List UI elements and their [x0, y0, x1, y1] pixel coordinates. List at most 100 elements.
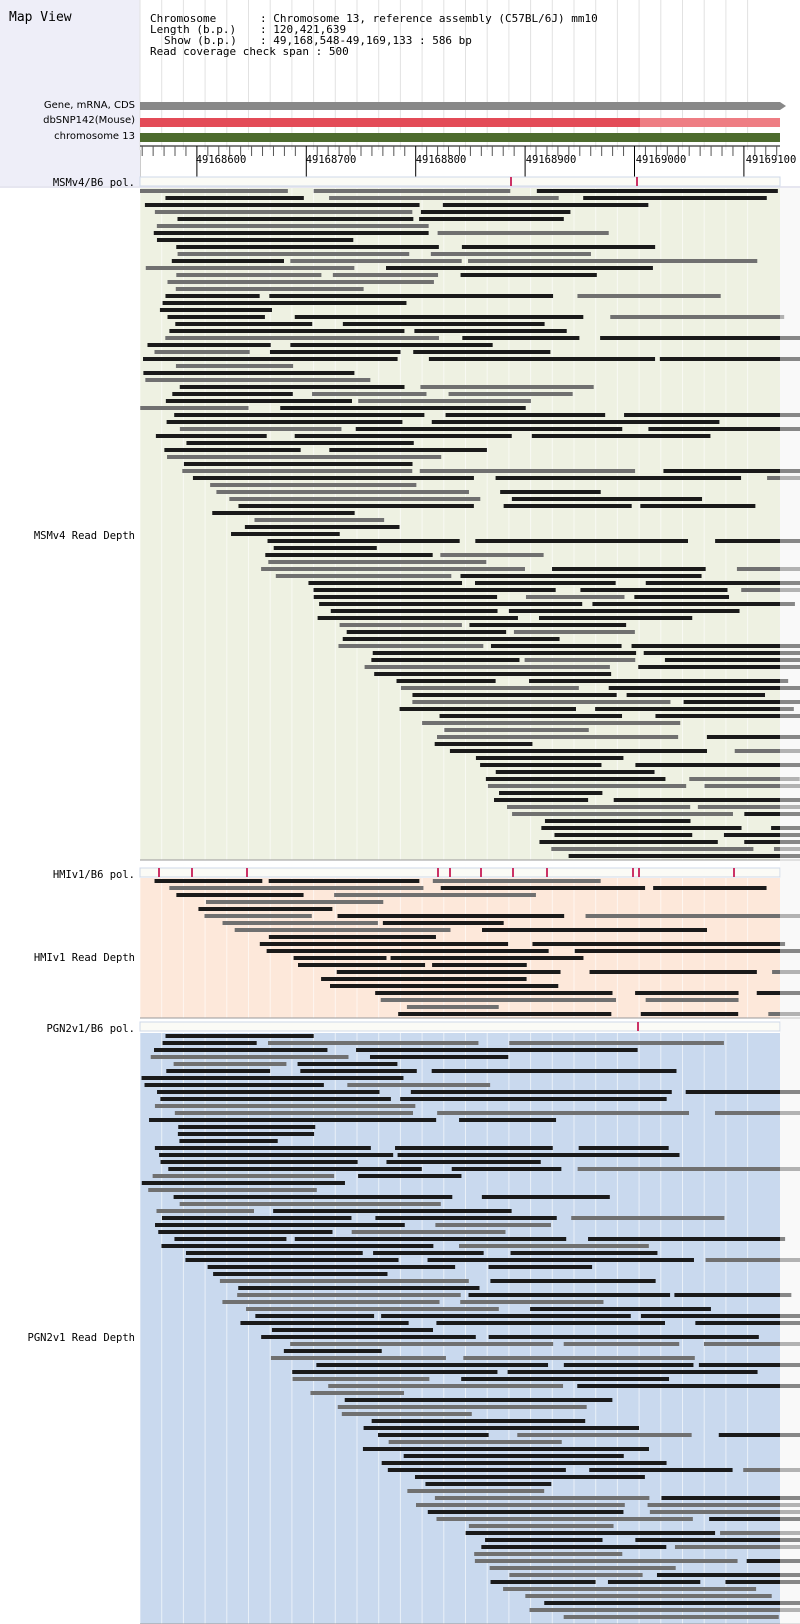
- sequence-read: [268, 560, 487, 564]
- sequence-read: [571, 1216, 725, 1220]
- sequence-read: [512, 812, 733, 816]
- sequence-read: [412, 700, 671, 704]
- pol-label-hmi[interactable]: HMIv1/B6 pol.: [52, 869, 135, 881]
- sequence-read: [503, 1587, 757, 1591]
- info-coverage-value: 500: [328, 45, 349, 58]
- sequence-read: [574, 949, 800, 953]
- sequence-read: [292, 1370, 498, 1374]
- sequence-read: [414, 329, 567, 333]
- sequence-read: [536, 189, 778, 193]
- sequence-read: [154, 210, 413, 214]
- sequence-read: [445, 413, 606, 417]
- sequence-read: [161, 1244, 434, 1248]
- pol-label-msm[interactable]: MSMv4/B6 pol.: [52, 177, 135, 189]
- sequence-read: [674, 1545, 800, 1549]
- info-chromosome-label: Chromosome: [150, 12, 217, 25]
- sequence-read: [661, 1496, 800, 1500]
- sequence-read: [744, 840, 800, 844]
- track-label-chromosome[interactable]: chromosome 13: [54, 131, 135, 142]
- sequence-read: [495, 770, 655, 774]
- sequence-read: [706, 735, 800, 739]
- track-label-snp[interactable]: dbSNP142(Mouse): [43, 115, 135, 126]
- sequence-read: [337, 914, 565, 918]
- sequence-read: [207, 1265, 456, 1269]
- sequence-read: [173, 1195, 453, 1199]
- sequence-read: [541, 826, 742, 830]
- info-show-label: Show (b.p.): [164, 34, 237, 47]
- sequence-read: [431, 1069, 677, 1073]
- sequence-read: [532, 942, 786, 946]
- sequence-read: [407, 1489, 545, 1493]
- sequence-read: [328, 1384, 564, 1388]
- sequence-read: [388, 1440, 562, 1444]
- depth-label-msm[interactable]: MSMv4 Read Depth: [33, 530, 135, 542]
- sequence-read: [254, 518, 385, 522]
- sequence-read: [460, 574, 702, 578]
- sequence-read: [313, 189, 511, 193]
- depth-label-pgn[interactable]: PGN2v1 Read Depth: [27, 1332, 135, 1344]
- info-length-value: 120,421,639: [273, 23, 347, 36]
- sequence-read: [460, 273, 597, 277]
- polymorphism-marker: [510, 177, 512, 186]
- sequence-read: [400, 686, 579, 690]
- sequence-read: [313, 595, 498, 599]
- polymorphism-marker: [637, 1022, 639, 1031]
- sequence-read: [255, 1314, 375, 1318]
- sequence-read: [261, 1335, 476, 1339]
- sequence-read: [173, 1062, 287, 1066]
- sequence-read: [482, 928, 708, 932]
- sequence-read: [159, 1153, 394, 1157]
- sequence-read: [509, 1041, 724, 1045]
- sequence-read: [175, 287, 364, 291]
- snp-track-bar: [140, 118, 640, 127]
- sequence-read: [157, 1090, 380, 1094]
- sequence-read: [363, 1426, 640, 1430]
- sequence-read: [649, 1510, 800, 1514]
- track-label-gene[interactable]: Gene, mRNA, CDS: [43, 100, 135, 111]
- sequence-read: [268, 879, 420, 883]
- sequence-read: [182, 469, 413, 473]
- sequence-read: [577, 1384, 800, 1388]
- sequence-read: [144, 203, 420, 207]
- polymorphism-track: [139, 176, 781, 187]
- sequence-read: [552, 567, 706, 571]
- sequence-read: [167, 315, 265, 319]
- info-coverage: Read coverage check span : 500: [150, 46, 349, 57]
- sequence-read: [162, 301, 407, 305]
- sequence-read: [166, 1069, 271, 1073]
- sequence-read: [344, 1398, 613, 1402]
- sequence-read: [283, 1349, 382, 1353]
- info-coverage-label: Read coverage check span: [150, 45, 309, 58]
- depth-label-hmi[interactable]: HMIv1 Read Depth: [33, 952, 135, 964]
- sequence-read: [380, 998, 617, 1002]
- sequence-read: [269, 294, 554, 298]
- sequence-read: [723, 833, 800, 837]
- sequence-read: [381, 1314, 631, 1318]
- sequence-read: [219, 1279, 469, 1283]
- sequence-read: [371, 658, 520, 662]
- sequence-read: [297, 1062, 398, 1066]
- sequence-read: [149, 1118, 437, 1122]
- polymorphism-marker: [191, 868, 193, 877]
- sequence-read: [530, 1307, 711, 1311]
- sequence-read: [374, 672, 612, 676]
- sequence-read: [167, 280, 434, 284]
- sequence-read: [155, 1223, 405, 1227]
- sequence-read: [178, 1125, 316, 1129]
- sequence-read: [734, 749, 800, 753]
- pol-label-pgn[interactable]: PGN2v1/B6 pol.: [46, 1023, 135, 1035]
- sequence-read: [554, 833, 693, 837]
- sequence-read: [508, 609, 740, 613]
- sequence-read: [161, 1216, 352, 1220]
- sequence-read: [437, 1111, 689, 1115]
- sequence-read: [356, 1048, 638, 1052]
- sequence-read: [756, 991, 800, 995]
- sequence-read: [513, 630, 635, 634]
- sequence-read: [222, 1300, 440, 1304]
- sequence-read: [210, 483, 417, 487]
- sequence-read: [261, 567, 525, 571]
- ruler-tick-label: 49168800: [415, 154, 467, 166]
- sequence-read: [655, 714, 800, 718]
- polymorphism-marker: [437, 868, 439, 877]
- sequence-read: [610, 315, 785, 319]
